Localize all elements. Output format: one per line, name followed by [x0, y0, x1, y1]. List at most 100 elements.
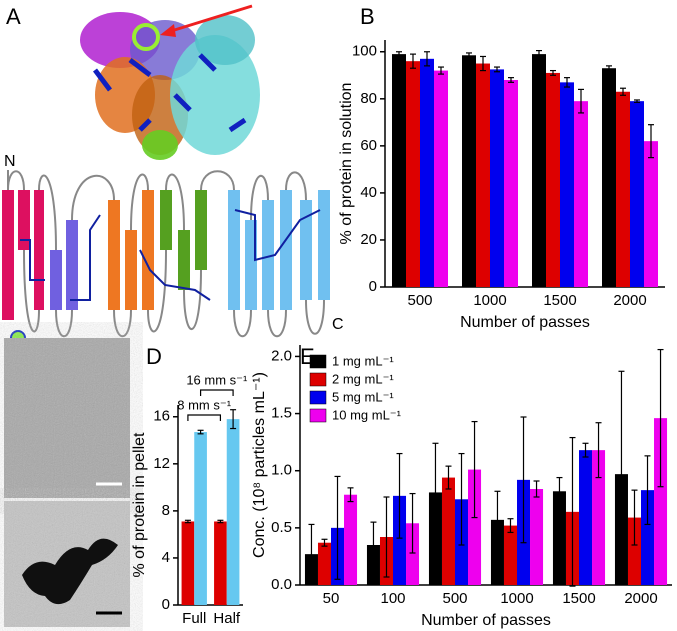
bar	[560, 82, 574, 287]
helix	[50, 250, 62, 310]
error-bar	[550, 69, 556, 76]
bar	[503, 525, 517, 585]
error-bar	[347, 487, 354, 503]
legend-swatch	[309, 390, 327, 405]
x-axis-label: Number of passes	[421, 612, 551, 629]
error-bar	[466, 52, 472, 59]
bar	[392, 54, 406, 287]
helix	[125, 230, 137, 310]
annotation: 16 mm s⁻¹	[186, 372, 248, 387]
error-bar	[644, 455, 651, 526]
y-tick-label: 40	[360, 184, 377, 201]
error-bar	[432, 442, 439, 543]
x-tick-label: 1500	[562, 590, 595, 607]
error-bar	[631, 489, 638, 546]
x-tick-label: 2000	[613, 292, 646, 309]
bar	[546, 72, 560, 287]
bar	[462, 55, 476, 287]
helix	[228, 190, 240, 310]
error-bar	[197, 429, 204, 435]
error-bar	[334, 475, 341, 580]
error-bar	[184, 519, 191, 524]
error-bar	[458, 452, 465, 546]
bar	[214, 521, 227, 605]
legend-swatch	[309, 354, 327, 369]
panel-label: B	[360, 4, 375, 29]
bar	[630, 101, 644, 288]
bar	[490, 519, 504, 585]
error-bar	[480, 55, 486, 72]
bar	[532, 54, 546, 287]
helix	[66, 220, 78, 310]
topology-diagram	[2, 169, 330, 346]
y-tick-label: 1.5	[271, 405, 292, 422]
helix	[2, 190, 14, 320]
bar	[434, 70, 448, 287]
x-tick-label: 50	[323, 590, 340, 607]
error-bar	[424, 51, 430, 67]
y-axis-label: % of protein in pellet	[131, 432, 148, 578]
panel-label: A	[6, 4, 21, 29]
n-terminus-label: N	[4, 153, 16, 170]
y-tick-label: 100	[352, 43, 377, 60]
error-bar	[370, 521, 377, 569]
bar	[530, 489, 544, 585]
error-bar	[657, 348, 664, 488]
bar	[476, 63, 490, 288]
error-bar	[508, 77, 514, 83]
error-bar	[396, 452, 403, 539]
error-bar	[445, 465, 452, 490]
bar	[468, 469, 482, 585]
error-bar	[582, 442, 589, 458]
x-tick-label: Half	[213, 610, 241, 627]
error-bar	[564, 77, 570, 88]
error-bar	[321, 538, 328, 547]
bar	[641, 490, 655, 585]
error-bar	[308, 523, 315, 585]
legend-label: 10 mg mL⁻¹	[332, 407, 402, 422]
error-bar	[634, 99, 640, 103]
annotation: 8 mm s⁻¹	[177, 397, 231, 412]
error-bar	[536, 49, 542, 59]
bar	[181, 521, 195, 605]
x-tick-label: Full	[182, 610, 206, 627]
error-bar	[494, 66, 500, 73]
bar	[344, 494, 358, 585]
x-axis-label: Number of passes	[460, 314, 590, 331]
y-tick-label: 20	[360, 231, 377, 248]
x-tick-label: 1000	[473, 292, 506, 309]
x-tick-label: 1000	[500, 590, 533, 607]
legend-label: 2 mg mL⁻¹	[332, 371, 394, 386]
bar	[654, 418, 668, 585]
error-bar	[620, 87, 626, 96]
helix	[34, 190, 44, 310]
bar	[406, 523, 420, 585]
error-bar	[409, 492, 416, 554]
helix	[18, 190, 30, 250]
x-tick-label: 1500	[543, 292, 576, 309]
helix	[108, 200, 120, 310]
error-bar	[507, 518, 514, 534]
error-bar	[396, 51, 402, 58]
y-tick-label: 1.0	[271, 462, 292, 479]
bracket	[199, 389, 234, 396]
error-bar	[578, 88, 584, 114]
bar	[579, 450, 593, 585]
bar	[627, 517, 641, 585]
y-tick-label: 60	[360, 137, 377, 154]
bar	[644, 141, 658, 287]
error-bar	[410, 53, 416, 69]
y-tick-label: 80	[360, 90, 377, 107]
helix	[300, 200, 312, 300]
error-bar	[438, 66, 444, 75]
legend-swatch	[309, 408, 327, 423]
c-terminus-label: C	[332, 316, 344, 333]
error-bar	[217, 519, 224, 524]
y-tick-label: 16	[153, 408, 170, 425]
legend-swatch	[309, 372, 327, 387]
helix	[160, 190, 172, 250]
bar	[226, 419, 240, 605]
bar	[602, 68, 616, 287]
y-tick-label: 0	[162, 596, 170, 613]
y-axis-label: Conc. (10⁸ particles mL⁻¹)	[251, 372, 268, 558]
